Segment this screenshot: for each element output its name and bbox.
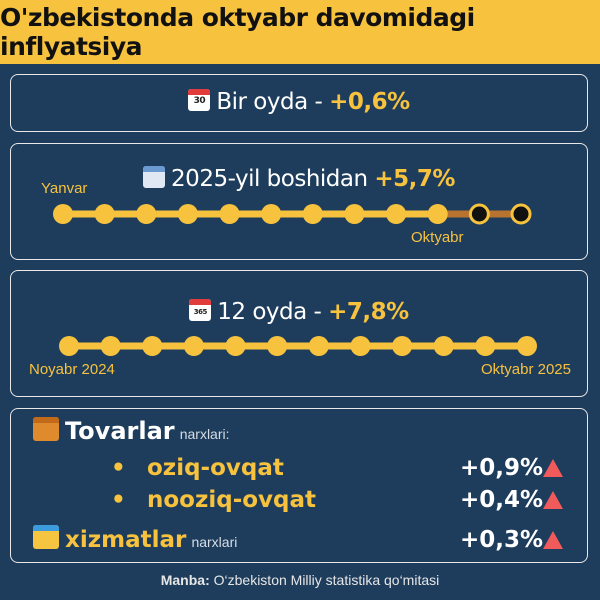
goods-item-bullet: • (111, 487, 126, 513)
yearly-month-dot (433, 336, 454, 356)
services-value: +0,3% (459, 527, 543, 553)
ytd-start-label: Yanvar (41, 180, 88, 197)
yearly-month-dot (350, 336, 371, 356)
yearly-month-dot (142, 336, 163, 356)
monthly-label: Bir oyda - (216, 89, 330, 115)
yearly-month-dot (225, 336, 246, 356)
up-arrow-icon (543, 459, 563, 477)
goods-item-nonfood: nooziq-ovqat (147, 487, 317, 513)
monthly-value: +0,6% (329, 89, 410, 115)
yearly-card: 365 12 oyda - +7,8% Noyabr 2024 Oktyabr 2… (10, 270, 588, 397)
yearly-month-dot (392, 336, 413, 356)
ytd-month-dot (510, 203, 532, 225)
goods-subtitle: narxlari: (179, 426, 230, 442)
yearly-month-dot (59, 336, 79, 356)
yearly-month-dot (183, 336, 204, 356)
page-title: O'zbekistonda oktyabr davomidagi inflyat… (0, 3, 475, 61)
ytd-month-dot (136, 204, 157, 224)
yearly-timeline (59, 336, 537, 356)
yearly-stat: 365 12 oyda - +7,8% (11, 299, 587, 325)
tear-off-calendar-icon (143, 166, 166, 188)
ytd-end-label: Oktyabr (411, 229, 464, 246)
ytd-stat: 2025-yil boshidan +5,7% (11, 166, 587, 192)
ytd-card: 2025-yil boshidan +5,7% Yanvar Oktyabr (10, 143, 588, 260)
ytd-month-dot (344, 204, 365, 224)
breakdown-card: Tovarlar narxlari: • oziq-ovqat +0,9% • … (10, 408, 588, 563)
yearly-value: +7,8% (328, 299, 409, 325)
yearly-month-dot (267, 336, 288, 356)
services-title: xizmatlar (65, 527, 187, 553)
header-banner: O'zbekistonda oktyabr davomidagi inflyat… (0, 0, 600, 64)
services-heading: xizmatlar narxlari (33, 525, 237, 553)
ytd-month-dot (386, 204, 407, 224)
yearly-start-label: Noyabr 2024 (29, 361, 115, 378)
calendar-icon: 365 (189, 299, 212, 321)
yearly-month-dot (517, 336, 537, 356)
ytd-month-dot (468, 203, 490, 225)
ytd-month-dot (53, 204, 73, 224)
services-subtitle: narxlari (191, 534, 238, 550)
yearly-end-label: Oktyabr 2025 (480, 361, 571, 378)
goods-item-food: oziq-ovqat (147, 455, 284, 481)
yearly-month-dot (475, 336, 496, 356)
up-arrow-icon (543, 491, 563, 509)
yearly-month-dot (308, 336, 329, 356)
ytd-month-dot (177, 204, 198, 224)
ytd-timeline (53, 203, 532, 225)
source-text: O‘zbekiston Milliy statistika qo‘mitasi (209, 572, 440, 588)
ytd-month-dot (219, 204, 240, 224)
ytd-month-dot (261, 204, 282, 224)
monthly-card: 30 Bir oyda - +0,6% (10, 74, 588, 132)
ytd-label: 2025-yil boshidan (171, 166, 375, 192)
yearly-month-dot (100, 336, 121, 356)
source-footer: Manba: O‘zbekiston Milliy statistika qo‘… (0, 572, 600, 588)
goods-heading: Tovarlar narxlari: (33, 417, 230, 445)
ytd-month-dot (94, 204, 115, 224)
calendar-icon: 30 (188, 89, 211, 111)
up-arrow-icon (543, 531, 563, 549)
goods-item-nonfood-value: +0,4% (459, 487, 543, 513)
goods-item-food-value: +0,9% (459, 455, 543, 481)
goods-title: Tovarlar (65, 417, 175, 445)
services-icon (33, 525, 59, 549)
goods-item-bullet: • (111, 455, 126, 481)
ytd-value: +5,7% (374, 166, 455, 192)
ytd-month-dot (427, 204, 448, 224)
source-label: Manba: (160, 572, 210, 588)
monthly-stat: 30 Bir oyda - +0,6% (11, 89, 587, 115)
box-icon (33, 417, 59, 441)
ytd-month-dot (302, 204, 323, 224)
yearly-label: 12 oyda - (217, 299, 329, 325)
